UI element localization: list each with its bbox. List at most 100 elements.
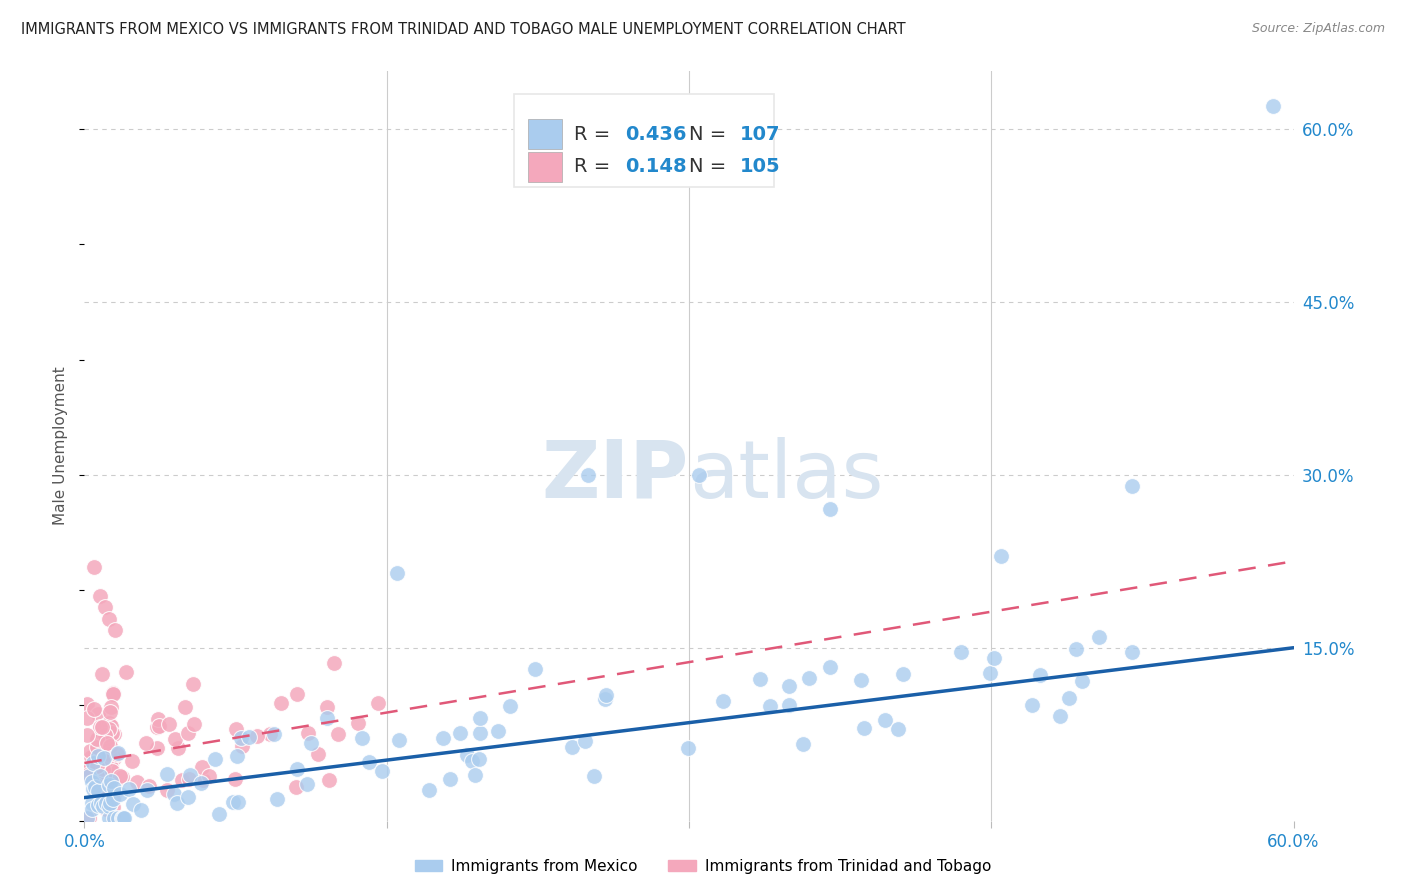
Point [166,796,188,810]
Point [792,737,814,751]
Point [138,779,160,793]
Point [103,791,125,805]
Point [146,712,169,726]
Point [136,782,159,797]
Point [456,747,478,762]
Text: R =: R = [574,125,617,144]
Point [238,730,260,744]
Point [688,467,710,482]
Point [86,739,108,754]
Point [148,719,170,733]
Point [266,792,288,806]
Point [110,769,132,783]
Point [177,726,200,740]
Point [155,766,177,780]
Point [98,739,121,754]
Point [163,787,186,801]
Point [103,780,125,795]
Point [285,687,308,701]
Point [90,779,112,793]
Y-axis label: Male Unemployment: Male Unemployment [53,367,69,525]
Point [101,685,124,699]
Point [77,769,100,783]
Point [197,769,219,783]
Point [204,752,226,766]
Point [983,650,1005,665]
Point [90,720,112,734]
Point [222,795,245,809]
Point [82,782,104,797]
Point [418,783,440,797]
Point [135,736,157,750]
Point [129,803,152,817]
Text: R =: R = [574,157,617,177]
Point [100,719,122,733]
Point [79,744,101,758]
Point [460,754,482,768]
Point [307,747,329,761]
Point [112,811,135,825]
Point [561,739,583,754]
Point [100,733,122,747]
Text: N =: N = [689,157,733,177]
Point [89,776,111,790]
Text: ZIP: ZIP [541,437,689,515]
Point [388,732,411,747]
Point [103,751,125,765]
Point [86,759,108,773]
Point [104,624,127,638]
Point [98,796,121,810]
Point [76,768,98,782]
Point [87,706,110,721]
Point [103,727,125,741]
Point [224,772,246,786]
Point [84,778,107,792]
Point [1121,479,1143,493]
Point [98,715,121,730]
Point [90,796,112,810]
Point [157,717,180,731]
Point [183,717,205,731]
Point [82,775,104,789]
Point [93,759,115,773]
Point [990,549,1012,563]
Point [96,718,118,732]
Point [94,802,117,816]
Point [96,797,118,811]
Point [98,778,121,792]
Point [111,811,134,825]
FancyBboxPatch shape [529,120,562,149]
Point [98,739,121,753]
Point [87,797,110,812]
Point [1049,709,1071,723]
Point [91,798,114,813]
Point [449,726,471,740]
Point [93,600,115,615]
Point [818,502,841,516]
Point [90,787,112,801]
Point [1028,668,1050,682]
Point [797,671,820,685]
Point [76,811,98,825]
Text: 0.148: 0.148 [624,157,686,177]
Legend: Immigrants from Mexico, Immigrants from Trinidad and Tobago: Immigrants from Mexico, Immigrants from … [409,853,997,880]
Text: IMMIGRANTS FROM MEXICO VS IMMIGRANTS FROM TRINIDAD AND TOBAGO MALE UNEMPLOYMENT : IMMIGRANTS FROM MEXICO VS IMMIGRANTS FRO… [21,22,905,37]
Point [108,787,131,801]
Point [80,796,103,810]
Point [146,720,169,734]
Point [263,727,285,741]
Point [179,767,201,781]
Point [96,736,118,750]
Point [101,809,124,823]
Point [183,676,205,690]
Text: 107: 107 [740,125,780,144]
Point [97,612,120,626]
Point [111,770,134,784]
Point [82,756,104,770]
Point [100,774,122,789]
Point [100,760,122,774]
Point [172,773,194,788]
Point [231,739,253,753]
Point [94,776,117,790]
Point [259,727,281,741]
